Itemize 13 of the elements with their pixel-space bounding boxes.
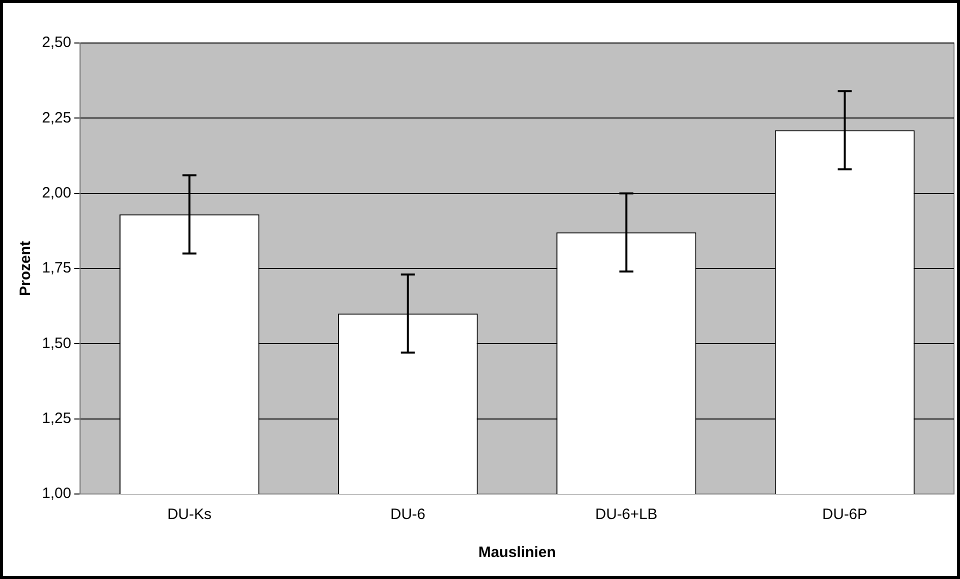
y-tick-label: 1,00 — [42, 485, 72, 502]
x-tick-label: DU-6P — [822, 506, 868, 524]
y-axis-title: Prozent — [17, 240, 34, 296]
y-tick-label: 1,25 — [42, 410, 72, 427]
y-tick-label: 2,00 — [42, 184, 72, 202]
y-tick-label: 2,25 — [42, 109, 72, 126]
y-tick-label: 2,50 — [42, 34, 72, 52]
x-axis-title: Mauslinien — [478, 544, 556, 562]
x-tick-label: DU-Ks — [167, 506, 212, 524]
x-tick-label: DU-6 — [390, 506, 426, 524]
y-tick-label: 1,50 — [42, 334, 72, 352]
y-tick-label: 1,75 — [42, 260, 72, 277]
x-tick-label: DU-6+LB — [595, 506, 658, 524]
